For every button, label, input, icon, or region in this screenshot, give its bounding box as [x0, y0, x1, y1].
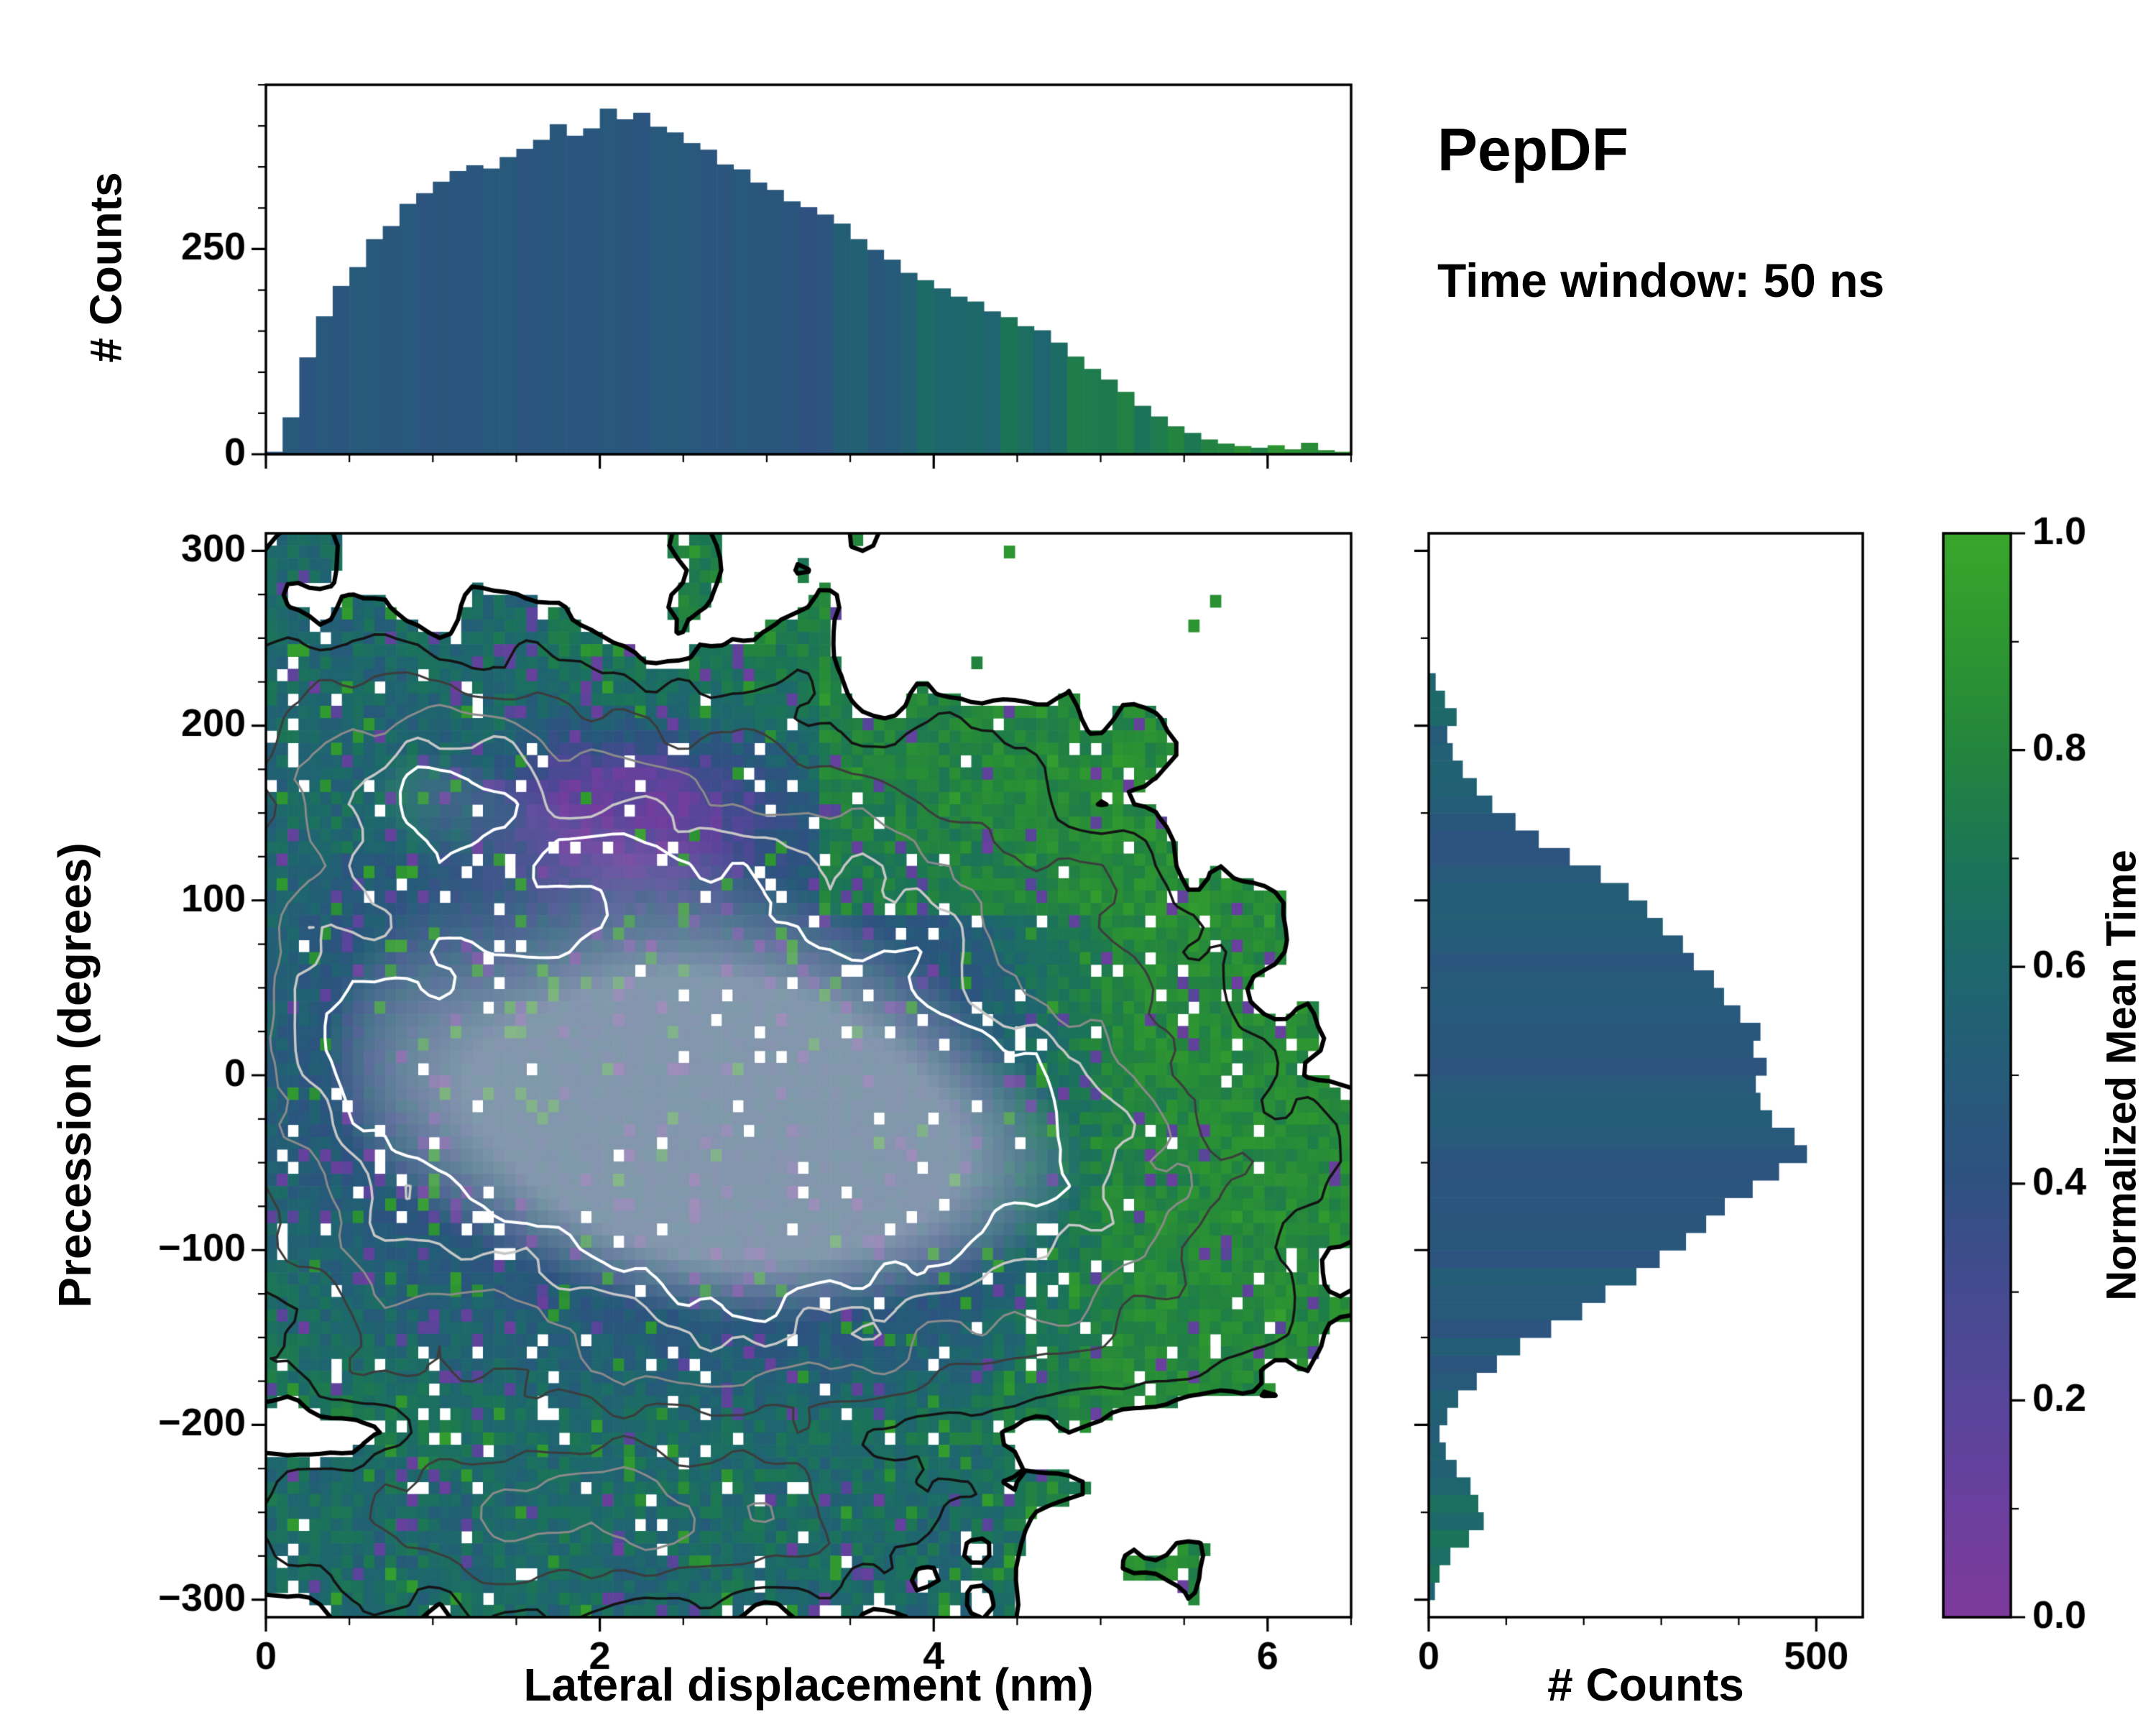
colorbar-label: Normalized Mean Time — [2098, 850, 2145, 1301]
main-xlabel: Lateral displacement (nm) — [523, 1659, 1094, 1711]
time-window-label: Time window: 50 ns — [1437, 254, 1885, 307]
top-hist-ylabel: # Counts — [81, 172, 132, 363]
right-hist-xlabel: # Counts — [1547, 1659, 1744, 1711]
main-ylabel: Precession (degrees) — [49, 842, 101, 1308]
plot-title: PepDF — [1437, 116, 1629, 183]
